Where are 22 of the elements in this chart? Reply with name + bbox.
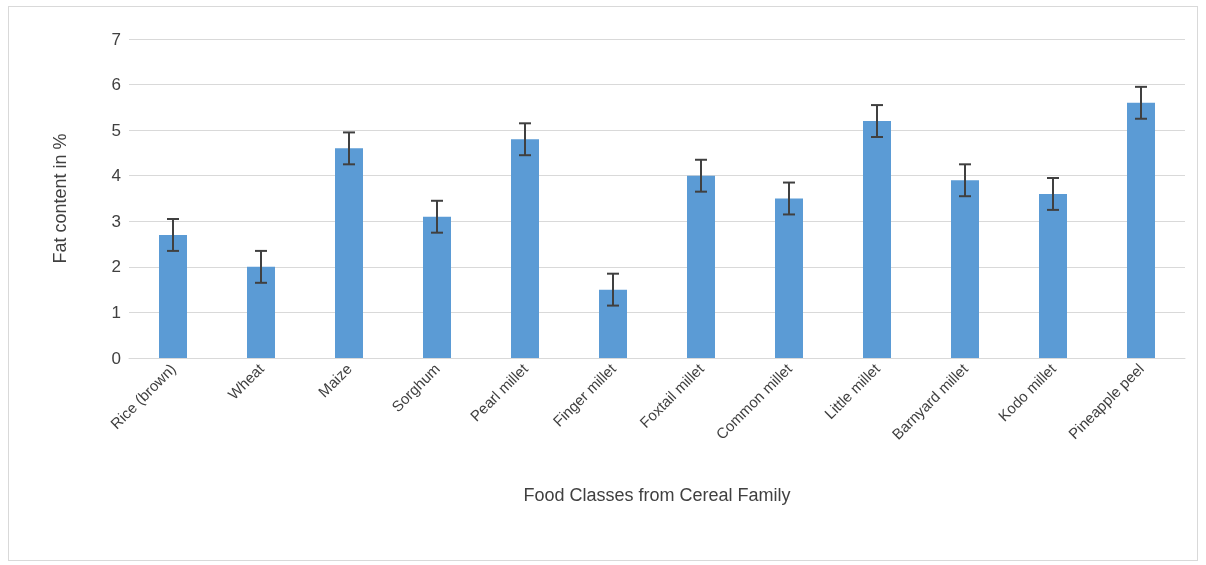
y-axis-title: Fat content in % (50, 133, 70, 264)
y-tick-label: 1 (111, 302, 121, 322)
bar (335, 148, 363, 358)
bar (1127, 102, 1155, 358)
y-tick-label: 2 (111, 257, 121, 277)
y-tick-label: 5 (111, 120, 121, 140)
bar (775, 198, 803, 358)
bar (511, 139, 539, 358)
y-tick-label: 4 (111, 166, 121, 186)
y-tick-label: 3 (111, 211, 121, 231)
x-axis-title: Food Classes from Cereal Family (523, 485, 791, 505)
bar (951, 180, 979, 358)
bar (1039, 193, 1067, 358)
y-tick-label: 7 (111, 29, 121, 49)
bar (863, 121, 891, 358)
bar (159, 234, 187, 358)
bar (423, 216, 451, 358)
bar (599, 289, 627, 358)
y-tick-label: 0 (111, 348, 121, 368)
bar (687, 175, 715, 358)
y-tick-label: 6 (111, 75, 121, 95)
bar (247, 266, 275, 358)
